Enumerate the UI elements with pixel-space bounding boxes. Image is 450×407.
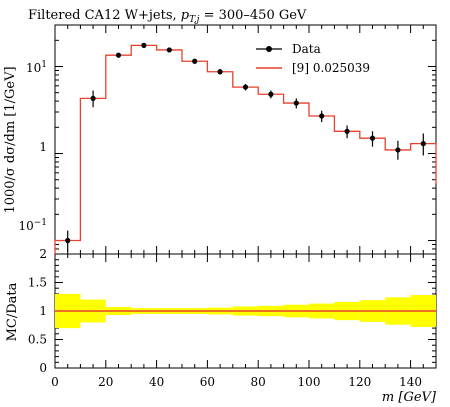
x-tick-label: 100	[298, 375, 321, 389]
x-tick-label: 80	[251, 375, 266, 389]
ratio-y-tick-label: 1	[39, 304, 47, 318]
y-tick-label-1: 1	[39, 140, 47, 154]
ratio-y-axis-label: MC/Data	[5, 282, 20, 341]
legend-data-marker	[256, 46, 282, 52]
mc-histogram	[54, 44, 437, 254]
ratio-tick-labels: 0 0.5 1 1.5 2	[28, 247, 47, 375]
ratio-y-tick-label: 2	[39, 247, 47, 261]
ratio-y-tick-label: 0.5	[28, 333, 47, 347]
data-point	[141, 42, 147, 48]
legend-label-data: Data	[292, 42, 321, 56]
x-tick-label: 40	[149, 375, 164, 389]
x-tick-labels: 0 20 40 60 80 100 120 140	[51, 375, 422, 389]
ratio-y-tick-label: 0	[39, 361, 47, 375]
legend: Data [9] 0.025039	[256, 42, 370, 75]
data-point	[242, 84, 249, 90]
x-tick-label: 60	[200, 375, 215, 389]
main-y-axis-label: 1000/σ dσ/dm [1/GeV]	[3, 66, 18, 213]
data-point	[344, 128, 350, 134]
data-point	[395, 147, 401, 153]
data-points	[65, 42, 426, 252]
x-axis-label: m [GeV]	[382, 390, 437, 405]
x-tick-label: 140	[399, 375, 422, 389]
ratio-y-tick-label: 1.5	[28, 276, 47, 290]
data-point	[192, 58, 198, 64]
data-point	[319, 113, 325, 119]
x-tick-label: 20	[98, 375, 113, 389]
chart-title: Filtered CA12 W+jets, pT,j = 300–450 GeV	[28, 8, 307, 25]
data-point	[217, 69, 223, 75]
mc-histogram-line	[54, 44, 437, 254]
title-suffix: = 300–450 GeV	[199, 8, 306, 23]
data-point	[65, 237, 71, 244]
data-point	[268, 91, 274, 97]
data-point	[166, 47, 172, 53]
data-point	[90, 95, 96, 102]
x-tick-label: 120	[348, 375, 371, 389]
data-point	[115, 52, 122, 58]
x-tick-label: 0	[51, 375, 59, 389]
title-prefix: Filtered CA12 W+jets,	[28, 8, 181, 23]
y-tick-label-10: 101	[26, 60, 47, 75]
y-tick-label-0p1: 10−1	[18, 218, 47, 233]
data-point	[420, 141, 426, 147]
legend-label-mc: [9] 0.025039	[292, 61, 370, 75]
data-point	[369, 135, 376, 141]
main-panel-frame	[54, 24, 437, 255]
data-point	[293, 100, 299, 106]
